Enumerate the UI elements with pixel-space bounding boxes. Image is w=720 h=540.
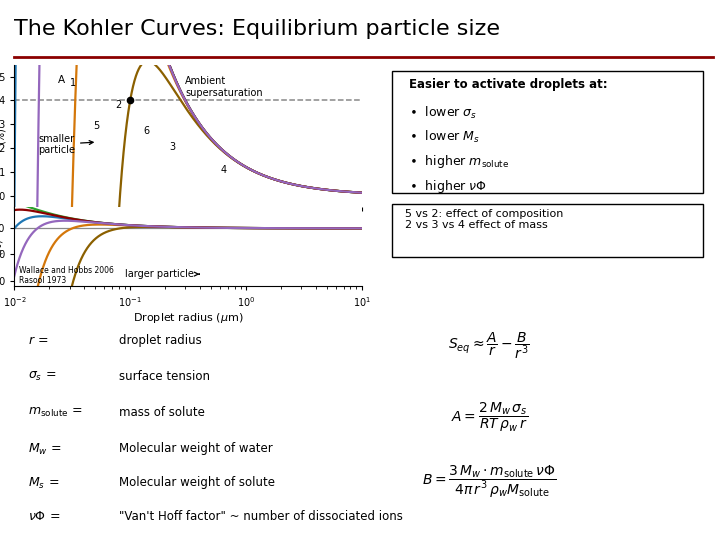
Text: 4: 4: [220, 165, 226, 175]
Text: $\bullet$  higher $m_\mathrm{solute}$: $\bullet$ higher $m_\mathrm{solute}$: [408, 153, 509, 170]
Text: $\nu\Phi\,=$: $\nu\Phi\,=$: [28, 510, 61, 523]
Text: $M_w\,=$: $M_w\,=$: [28, 442, 63, 457]
Text: $S_{eq} \approx \dfrac{A}{r} - \dfrac{B}{r^3}$: $S_{eq} \approx \dfrac{A}{r} - \dfrac{B}…: [449, 330, 530, 361]
Text: surface tension: surface tension: [120, 370, 210, 383]
Text: 1: 1: [70, 78, 76, 88]
Text: Wallace and Hobbs 2006
Rasool 1973: Wallace and Hobbs 2006 Rasool 1973: [19, 266, 114, 285]
X-axis label: Droplet radius ($\mu$m): Droplet radius ($\mu$m): [132, 312, 243, 326]
Bar: [392, 71, 703, 193]
Text: $\bullet$  higher $\nu\Phi$: $\bullet$ higher $\nu\Phi$: [408, 178, 487, 194]
Text: Molecular weight of water: Molecular weight of water: [120, 442, 273, 455]
Text: smaller
particle: smaller particle: [38, 133, 93, 155]
Y-axis label: Super-
saturation
(%): Super- saturation (%): [0, 111, 5, 161]
Text: The Kohler Curves: Equilibrium particle size: The Kohler Curves: Equilibrium particle …: [14, 19, 500, 39]
Text: $\bullet$  lower $\sigma_s$: $\bullet$ lower $\sigma_s$: [408, 105, 477, 121]
Text: 5: 5: [94, 121, 99, 131]
Text: $r\,=$: $r\,=$: [28, 334, 49, 347]
Text: $A = \dfrac{2\,M_w\,\sigma_s}{RT\,\rho_w\,r}$: $A = \dfrac{2\,M_w\,\sigma_s}{RT\,\rho_w…: [451, 400, 528, 434]
Text: $m_\mathrm{solute}\,=$: $m_\mathrm{solute}\,=$: [28, 406, 84, 419]
Text: mass of solute: mass of solute: [120, 406, 205, 419]
Text: 6: 6: [143, 126, 150, 136]
Text: $B = \dfrac{3\,M_w \cdot m_\mathrm{solute}\,\nu\Phi}{4\pi\,r^3\,\rho_w M_\mathrm: $B = \dfrac{3\,M_w \cdot m_\mathrm{solut…: [422, 464, 557, 500]
Text: "Van't Hoff factor" ~ number of dissociated ions: "Van't Hoff factor" ~ number of dissocia…: [120, 510, 403, 523]
Text: larger particle: larger particle: [125, 269, 199, 279]
Text: 5 vs 2: effect of composition
2 vs 3 vs 4 effect of mass: 5 vs 2: effect of composition 2 vs 3 vs …: [405, 208, 564, 230]
Text: A: A: [58, 75, 66, 85]
Text: Easier to activate droplets at:: Easier to activate droplets at:: [408, 78, 607, 91]
Text: Molecular weight of solute: Molecular weight of solute: [120, 476, 275, 489]
Text: 3: 3: [170, 143, 176, 152]
Text: $\bullet$  lower $\mathit{M}_s$: $\bullet$ lower $\mathit{M}_s$: [408, 129, 480, 145]
Text: 2: 2: [116, 99, 122, 110]
Text: $\sigma_s\,=$: $\sigma_s\,=$: [28, 370, 57, 383]
Text: Ambient
supersaturation: Ambient supersaturation: [186, 77, 263, 98]
Text: $M_s\,=$: $M_s\,=$: [28, 476, 60, 491]
Y-axis label: Relative
humidity
(%): Relative humidity (%): [0, 225, 2, 268]
Text: droplet radius: droplet radius: [120, 334, 202, 347]
Bar: [392, 204, 703, 257]
